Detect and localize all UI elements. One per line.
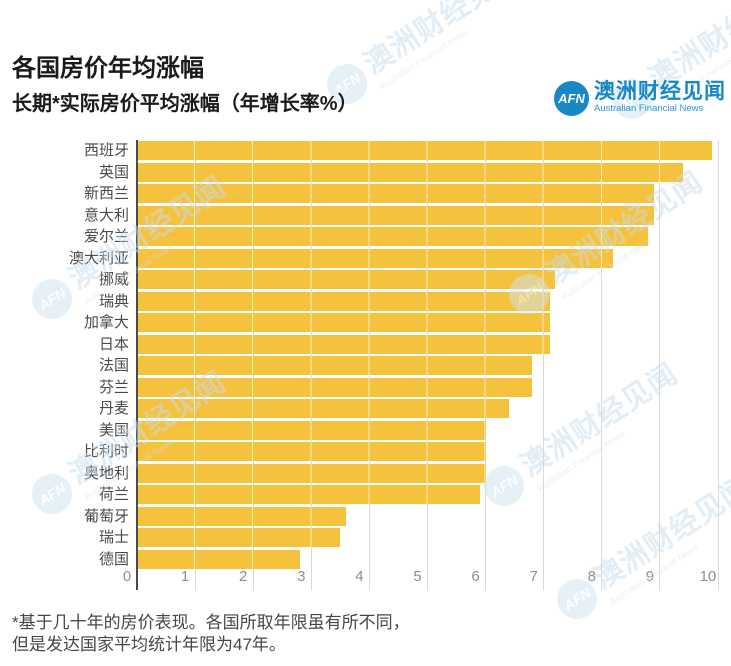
bar-row: 德国 (0, 549, 731, 571)
bar (137, 205, 655, 225)
category-label: 新西兰 (83, 185, 129, 202)
category-label: 奥地利 (83, 464, 129, 482)
category-label: 丹麦 (98, 400, 129, 417)
gridline (543, 140, 545, 590)
bar (137, 463, 486, 483)
footnote-line2: 但是发达国家平均统计年限为47年。 (12, 635, 286, 654)
x-tick-label: 6 (471, 568, 480, 585)
x-tick-label: 4 (355, 568, 364, 585)
bar-row: 法国 (0, 355, 731, 377)
category-label: 葡萄牙 (83, 507, 129, 525)
logo-text: 澳洲财经见闻 Australian Financial News (594, 80, 726, 115)
bar-row: 西班牙 (0, 140, 731, 162)
bar (137, 506, 347, 526)
afn-logo: AFN 澳洲财经见闻 Australian Financial News (554, 81, 726, 116)
logo-name-zh: 澳洲财经见闻 (594, 80, 726, 103)
bar-row: 英国 (0, 162, 731, 184)
bar (137, 485, 480, 504)
bar-row: 瑞士 (0, 527, 731, 549)
bar-row: 澳大利亚 (0, 248, 731, 270)
category-label: 德国 (98, 550, 129, 568)
bar-row: 葡萄牙 (0, 506, 731, 528)
bar-row: 日本 (0, 334, 731, 356)
category-label: 芬兰 (98, 378, 129, 396)
bar-row: 丹麦 (0, 398, 731, 420)
bar (137, 248, 614, 268)
gridline (717, 140, 719, 590)
bar (137, 420, 486, 440)
watermark-text-zh: 澳洲财经见闻 (358, 0, 527, 81)
footnote: *基于几十年的房价表现。各国所取年限虽有所不同， 但是发达国家平均统计年限为47… (12, 612, 410, 656)
category-label: 英国 (98, 163, 129, 181)
bar (137, 528, 341, 547)
x-tick-label: 9 (645, 568, 655, 585)
gridline (659, 140, 661, 590)
category-label: 爱尔兰 (83, 228, 129, 245)
bar (137, 291, 550, 311)
category-label: 挪威 (98, 271, 129, 288)
bar-row: 挪威 (0, 269, 731, 291)
footnote-line1: *基于几十年的房价表现。各国所取年限虽有所不同， (12, 613, 410, 632)
x-tick-label: 1 (180, 568, 190, 585)
bar-row: 美国 (0, 420, 731, 442)
watermark-text-en: Australian Financial News (377, 26, 470, 92)
bar (137, 227, 649, 246)
x-tick-label: 0 (122, 568, 132, 585)
category-label: 法国 (98, 357, 129, 374)
x-tick-label: 10 (699, 568, 717, 585)
afn-logo-icon: AFN (554, 81, 589, 116)
bar (137, 377, 533, 397)
bar-row: 比利时 (0, 441, 731, 463)
category-label: 澳大利亚 (68, 249, 129, 267)
logo-name-en: Australian Financial News (594, 103, 704, 114)
category-label: 加拿大 (83, 314, 129, 331)
x-tick-label: 3 (297, 568, 306, 585)
category-label: 美国 (98, 421, 129, 439)
bar (137, 356, 533, 375)
bar-row: 爱尔兰 (0, 226, 731, 248)
bar-row: 加拿大 (0, 312, 731, 334)
bar (137, 141, 713, 160)
logo-abbr: AFN (558, 91, 585, 106)
category-label: 意大利 (83, 206, 129, 224)
category-label: 瑞士 (98, 529, 129, 546)
category-label: 荷兰 (98, 486, 129, 503)
y-axis-line (136, 140, 138, 590)
bar (137, 549, 300, 569)
x-tick-label: 2 (239, 568, 248, 585)
category-label: 比利时 (83, 443, 129, 460)
x-tick-label: 5 (413, 568, 422, 585)
x-tick-label: 8 (587, 568, 596, 585)
bar-row: 瑞典 (0, 291, 731, 313)
bar (137, 313, 550, 332)
category-label: 日本 (98, 335, 129, 353)
bar (137, 442, 486, 461)
bar (137, 162, 684, 182)
bar-row: 意大利 (0, 205, 731, 227)
bar (137, 399, 509, 418)
bar (137, 270, 556, 289)
page-subtitle: 长期*实际房价平均涨幅（年增长率%） (12, 93, 358, 115)
x-tick-label: 7 (529, 568, 538, 585)
category-label: 西班牙 (83, 142, 129, 159)
bar-row: 新西兰 (0, 183, 731, 205)
category-label: 瑞典 (98, 292, 129, 310)
bar-row: 奥地利 (0, 463, 731, 485)
bar-row: 芬兰 (0, 377, 731, 399)
bar-row: 荷兰 (0, 484, 731, 506)
bar (137, 334, 550, 354)
page-title: 各国房价年均涨幅 (12, 55, 204, 82)
gridline (601, 140, 603, 590)
bar (137, 184, 655, 203)
